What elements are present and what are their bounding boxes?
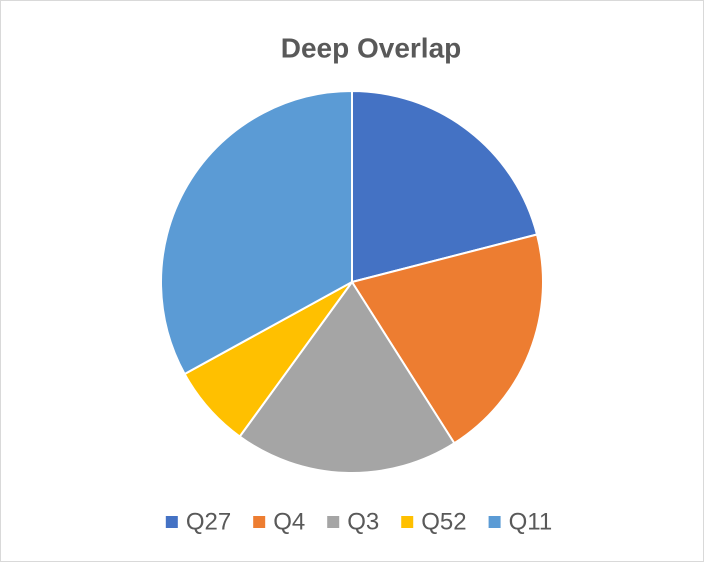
- pie-slice: [238, 280, 456, 474]
- legend-label: Q4: [273, 508, 305, 535]
- pie-slice: [351, 89, 539, 284]
- legend-swatch: [165, 516, 178, 528]
- legend-label: Q52: [421, 508, 466, 535]
- legend-swatch: [488, 516, 501, 528]
- legend-swatch: [401, 516, 414, 528]
- legend-swatch: [253, 516, 266, 528]
- chart-title: Deep Overlap: [281, 32, 462, 63]
- legend-label: Q27: [186, 508, 231, 535]
- pie-slice: [160, 89, 353, 376]
- legend-label: Q11: [509, 508, 553, 535]
- pie-slice: [350, 233, 544, 445]
- legend-swatch: [327, 516, 340, 528]
- legend-label: Q3: [347, 508, 379, 535]
